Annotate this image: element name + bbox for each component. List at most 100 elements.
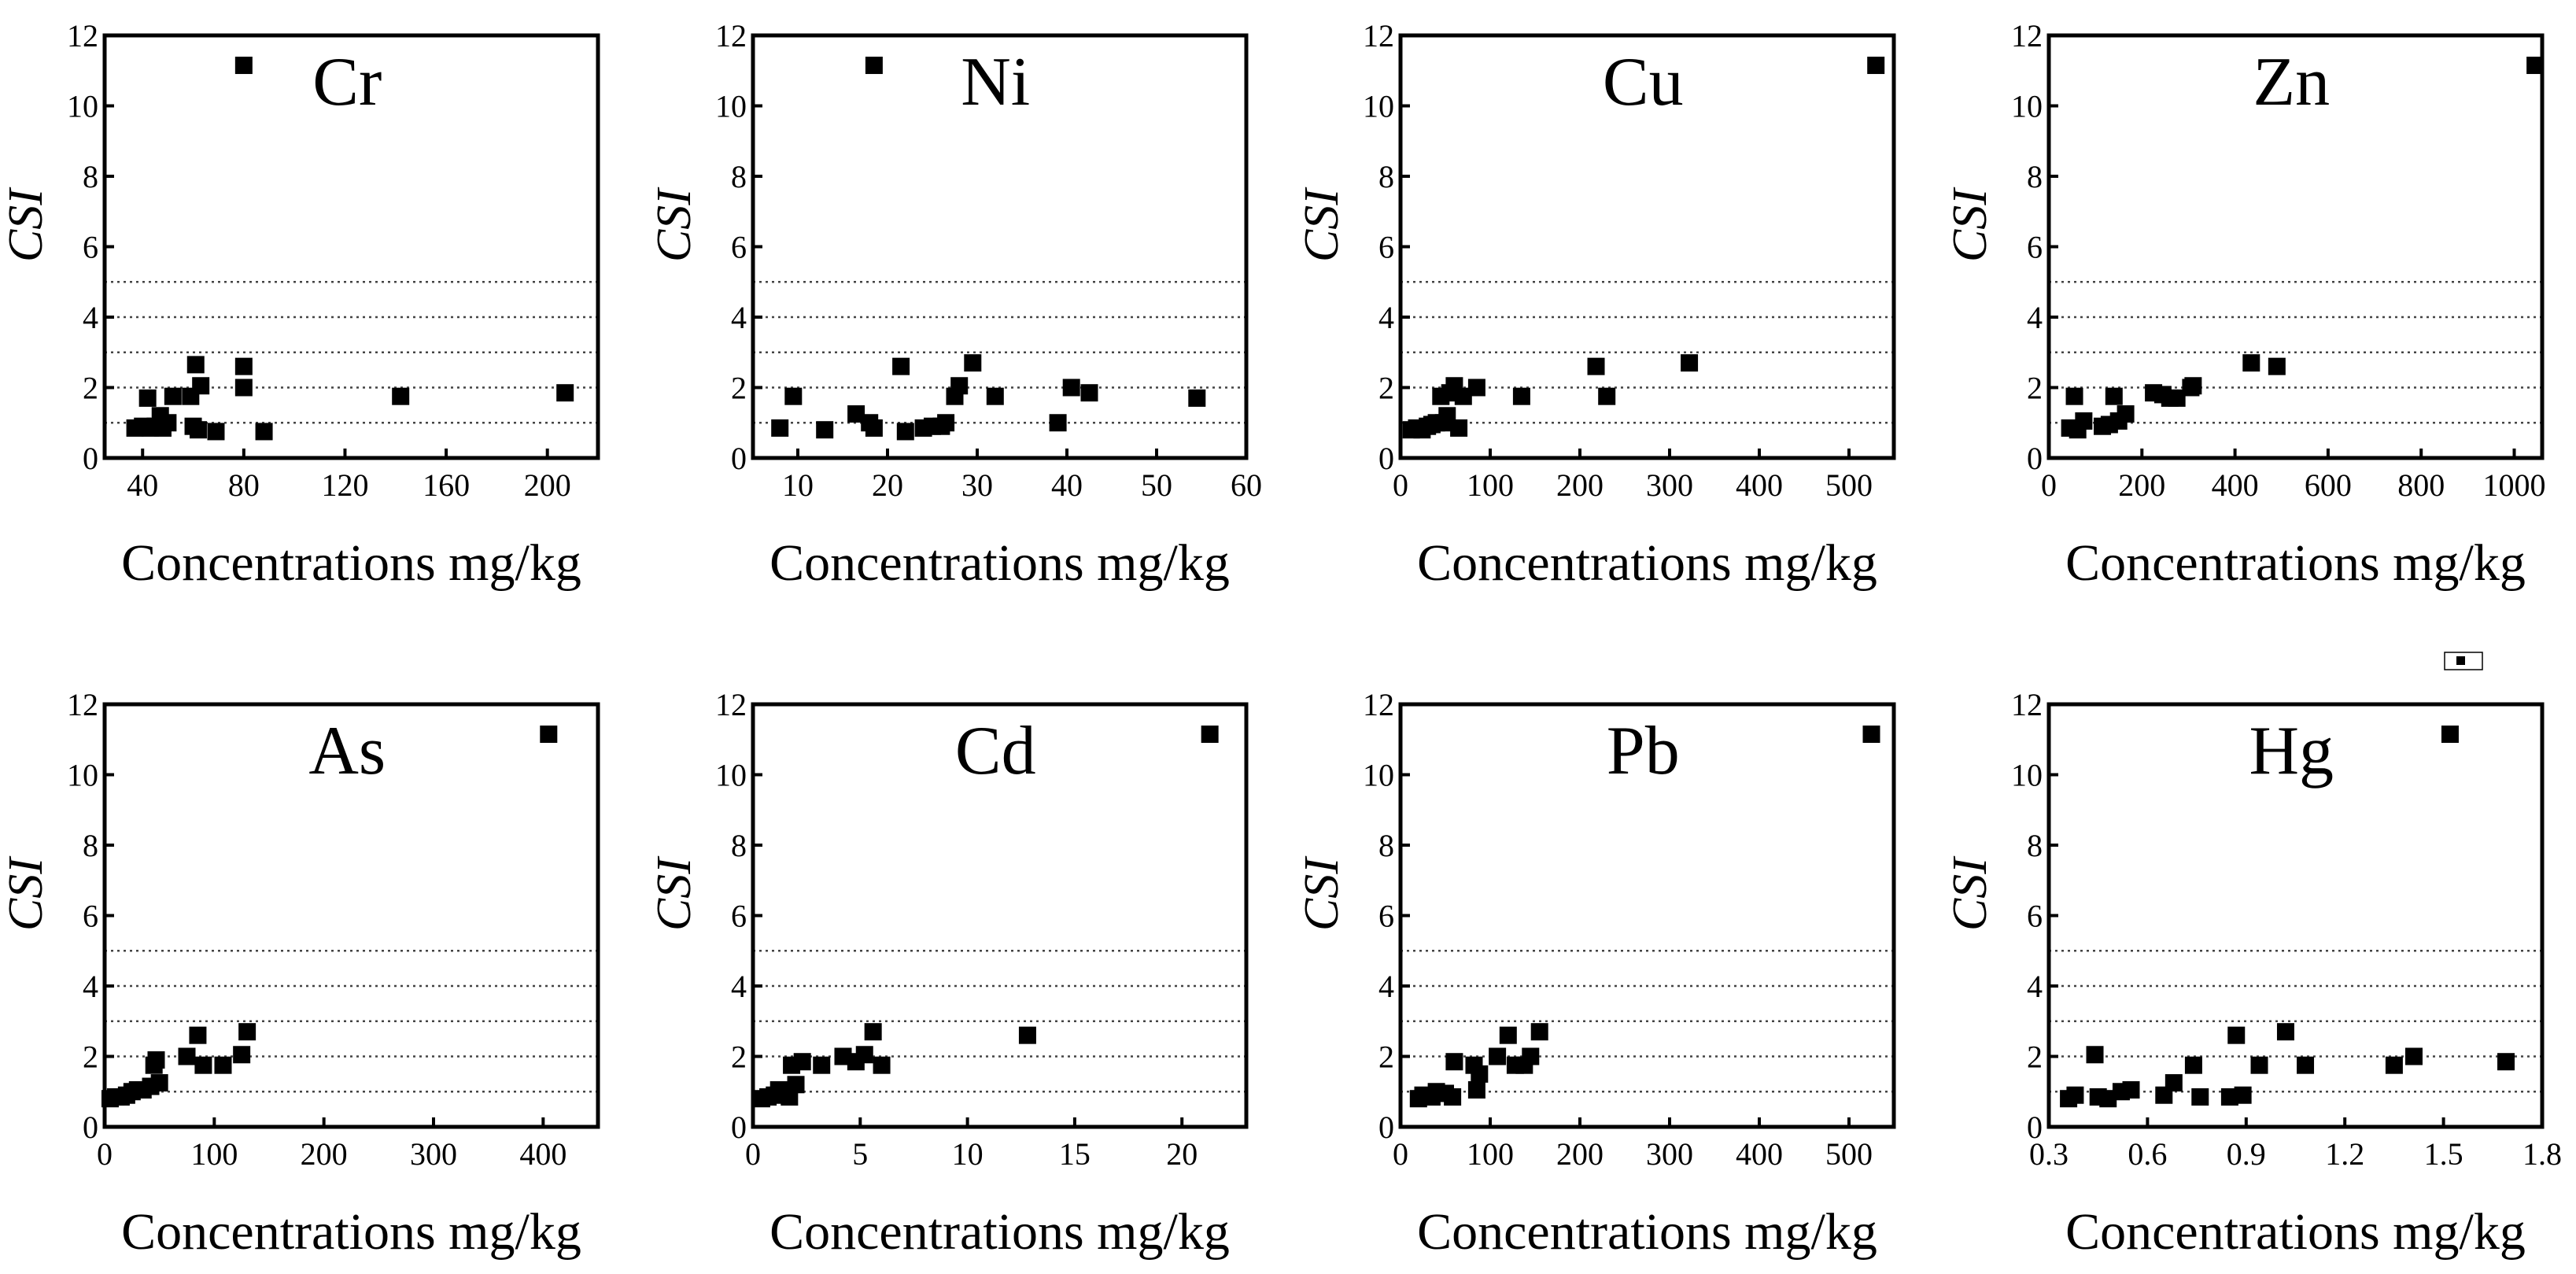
data-point [238, 1023, 256, 1041]
data-point [392, 387, 410, 405]
y-tick-label: 0 [83, 441, 98, 476]
panel-title: Cd [955, 713, 1036, 789]
data-point [186, 356, 205, 374]
y-tick-label: 8 [731, 159, 747, 194]
x-tick-label: 0.3 [2029, 1136, 2069, 1172]
x-axis-label: Concentrations mg/kg [121, 534, 581, 592]
x-tick-label: 20 [1166, 1136, 1198, 1172]
x-tick-label: 300 [410, 1136, 457, 1172]
y-tick-label: 10 [67, 89, 98, 124]
panel-title: Pb [1607, 713, 1680, 789]
y-tick-label: 0 [1378, 441, 1394, 476]
data-point [2227, 1026, 2246, 1044]
data-point [2086, 1046, 2104, 1064]
x-tick-label: 0.9 [2227, 1136, 2266, 1172]
x-tick-label: 1000 [2483, 467, 2546, 503]
x-tick-label: 1.2 [2325, 1136, 2364, 1172]
data-point [1867, 57, 1885, 75]
x-tick-label: 160 [423, 467, 470, 503]
data-point [771, 419, 789, 437]
data-point [2105, 387, 2123, 405]
panel-cd: 0 2 4 6 8 10 12 0 5 10 15 20 Cd Concentrations mg/kg C… [648, 687, 1249, 1261]
panel-cu: 0 2 4 6 8 10 12 0 100 200 300 400 500 Cu Concentration… [1295, 18, 1896, 592]
data-point [2191, 1088, 2209, 1106]
x-tick-label: 1.8 [2522, 1136, 2562, 1172]
x-tick-label: 400 [1736, 1136, 1783, 1172]
x-tick-label: 500 [1825, 467, 1873, 503]
data-point [950, 377, 969, 395]
y-tick-label: 6 [1378, 230, 1394, 265]
data-point [793, 1053, 811, 1071]
x-tick-label: 200 [1556, 467, 1604, 503]
y-tick-label: 12 [67, 687, 98, 722]
x-tick-label: 100 [1467, 467, 1514, 503]
data-point [147, 1051, 165, 1069]
y-tick-label: 6 [731, 230, 747, 265]
x-axis-label: Concentrations mg/kg [769, 534, 1230, 592]
data-point [164, 387, 182, 405]
y-axis-label: CSI [648, 855, 701, 931]
data-point [1467, 379, 1485, 397]
y-tick-label: 8 [83, 159, 98, 194]
panel-ni: 0 2 4 6 8 10 12 10 20 30 40 50 60 Ni Concentrations mg… [648, 18, 1262, 592]
data-point [2385, 1056, 2403, 1074]
data-point [2065, 387, 2083, 405]
y-tick-label: 0 [1378, 1110, 1394, 1145]
x-tick-label: 50 [1141, 467, 1172, 503]
data-point [873, 1056, 891, 1074]
data-point [892, 357, 910, 375]
x-axis-label: Concentrations mg/kg [121, 1203, 581, 1261]
data-point [2075, 412, 2093, 430]
data-point [192, 377, 210, 395]
x-tick-label: 0 [1393, 1136, 1408, 1172]
data-point [896, 423, 914, 441]
data-point [1049, 414, 1067, 432]
y-tick-label: 2 [1378, 1040, 1394, 1075]
y-tick-label: 12 [1363, 18, 1394, 54]
y-tick-label: 0 [731, 441, 747, 476]
data-point [855, 1046, 873, 1064]
data-point [1522, 1047, 1540, 1065]
data-point [816, 421, 834, 439]
x-tick-label: 120 [321, 467, 368, 503]
data-point [233, 1046, 251, 1064]
panel-title: As [308, 713, 386, 789]
data-point [847, 405, 865, 423]
y-tick-label: 6 [731, 899, 747, 934]
y-tick-label: 2 [1378, 371, 1394, 406]
x-tick-label: 0 [1393, 467, 1408, 503]
data-point [964, 354, 982, 372]
x-tick-label: 100 [1467, 1136, 1514, 1172]
data-point [1201, 726, 1219, 744]
panel-pb: 0 2 4 6 8 10 12 0 100 200 300 400 500 Pb Concentration… [1295, 687, 1896, 1261]
data-point [2122, 1081, 2140, 1099]
x-tick-label: 0.6 [2128, 1136, 2167, 1172]
data-point [2297, 1056, 2315, 1074]
y-tick-label: 4 [1378, 300, 1394, 335]
x-tick-label: 400 [1736, 467, 1783, 503]
data-point [1467, 1081, 1485, 1099]
x-tick-label: 500 [1825, 1136, 1873, 1172]
y-tick-label: 12 [715, 18, 747, 54]
data-point [2234, 1086, 2252, 1104]
data-point [2066, 1086, 2084, 1104]
panel-title: Ni [961, 44, 1030, 120]
panel-hg: 0 2 4 6 8 10 12 0.3 0.6 0.9 1.2 1.5 1.8 Hg Concentrati… [1943, 687, 2562, 1261]
data-point [1512, 387, 1530, 405]
y-tick-label: 10 [1363, 89, 1394, 124]
x-tick-label: 200 [2118, 467, 2165, 503]
y-tick-label: 6 [1378, 899, 1394, 934]
x-tick-label: 800 [2397, 467, 2445, 503]
data-point [2497, 1053, 2515, 1071]
y-tick-label: 6 [83, 230, 98, 265]
data-point [2117, 405, 2135, 423]
data-point [813, 1056, 831, 1074]
data-point [1489, 1047, 1507, 1065]
data-point [2184, 1056, 2202, 1074]
data-point [2268, 357, 2286, 375]
data-point [1062, 379, 1080, 397]
panel-title: Hg [2249, 713, 2334, 789]
data-point [865, 57, 883, 75]
x-tick-label: 0 [2041, 467, 2057, 503]
